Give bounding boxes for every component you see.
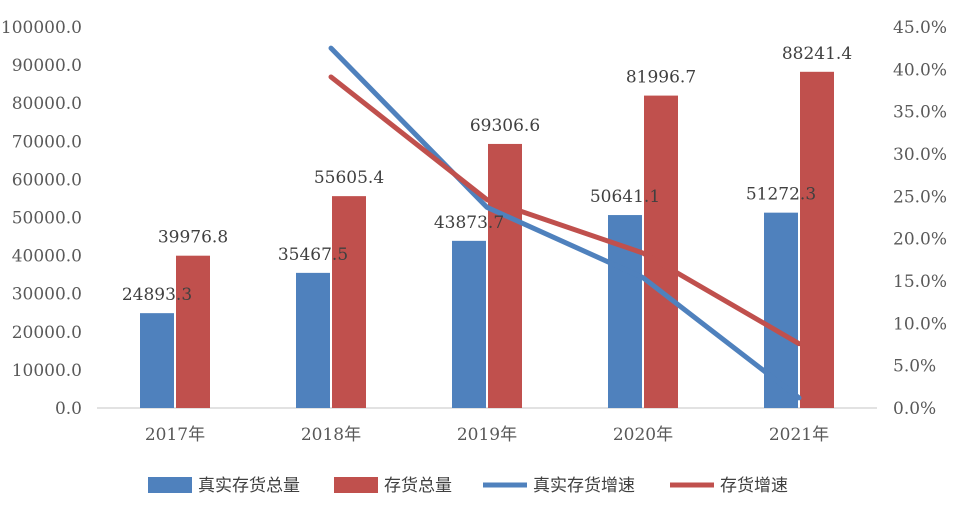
y-left-tick-label: 70000.0: [12, 132, 82, 152]
data-label: 24893.3: [122, 285, 192, 305]
legend-label: 真实存货增速: [533, 476, 635, 496]
y-right-tick-label: 0.0%: [893, 399, 936, 419]
y-right-tick-label: 40.0%: [893, 60, 947, 80]
data-label: 51272.3: [746, 185, 816, 205]
bar: [800, 71, 834, 408]
y-right-tick-label: 10.0%: [893, 314, 947, 334]
data-label: 69306.6: [470, 116, 540, 136]
x-tick-label: 2021年: [769, 425, 829, 445]
series-line: [328, 74, 802, 347]
bar: [296, 272, 330, 408]
bar: [644, 95, 678, 408]
bar: [488, 143, 522, 409]
y-left-tick-label: 0.0: [55, 399, 82, 419]
y-left-tick-label: 60000.0: [12, 170, 82, 190]
bar: [176, 255, 210, 408]
y-left-tick-label: 10000.0: [12, 361, 82, 381]
legend-swatch: [148, 477, 192, 493]
series-line: [328, 45, 802, 401]
y-right-tick-label: 25.0%: [893, 187, 947, 207]
y-right-tick-label: 35.0%: [893, 103, 947, 123]
data-label: 81996.7: [626, 68, 696, 88]
y-right-tick-label: 15.0%: [893, 272, 947, 292]
bar: [764, 212, 798, 408]
legend-label: 存货总量: [384, 476, 452, 496]
data-label: 55605.4: [314, 168, 384, 188]
y-right-tick-label: 20.0%: [893, 230, 947, 250]
x-tick-label: 2019年: [457, 425, 517, 445]
y-left-tick-label: 80000.0: [12, 94, 82, 114]
y-right-tick-label: 5.0%: [893, 357, 936, 377]
data-label: 43873.7: [434, 213, 504, 233]
data-label: 39976.8: [158, 228, 228, 248]
y-right-tick-label: 30.0%: [893, 145, 947, 165]
bar: [452, 240, 486, 408]
y-right-tick-label: 45.0%: [893, 18, 947, 38]
bar: [332, 196, 366, 408]
data-label: 35467.5: [278, 245, 348, 265]
bar: [140, 313, 174, 408]
data-label: 88241.4: [782, 44, 852, 64]
y-left-tick-label: 100000.0: [1, 18, 82, 38]
legend-label: 存货增速: [720, 476, 788, 496]
x-tick-label: 2020年: [613, 425, 673, 445]
y-left-tick-label: 90000.0: [12, 56, 82, 76]
x-tick-label: 2017年: [145, 425, 205, 445]
y-left-tick-label: 30000.0: [12, 285, 82, 305]
legend-swatch: [334, 477, 378, 493]
legend-label: 真实存货总量: [198, 476, 300, 496]
y-left-tick-label: 20000.0: [12, 323, 82, 343]
y-left-tick-label: 40000.0: [12, 247, 82, 267]
data-label: 50641.1: [590, 187, 660, 207]
x-tick-label: 2018年: [301, 425, 361, 445]
y-left-tick-label: 50000.0: [12, 209, 82, 229]
